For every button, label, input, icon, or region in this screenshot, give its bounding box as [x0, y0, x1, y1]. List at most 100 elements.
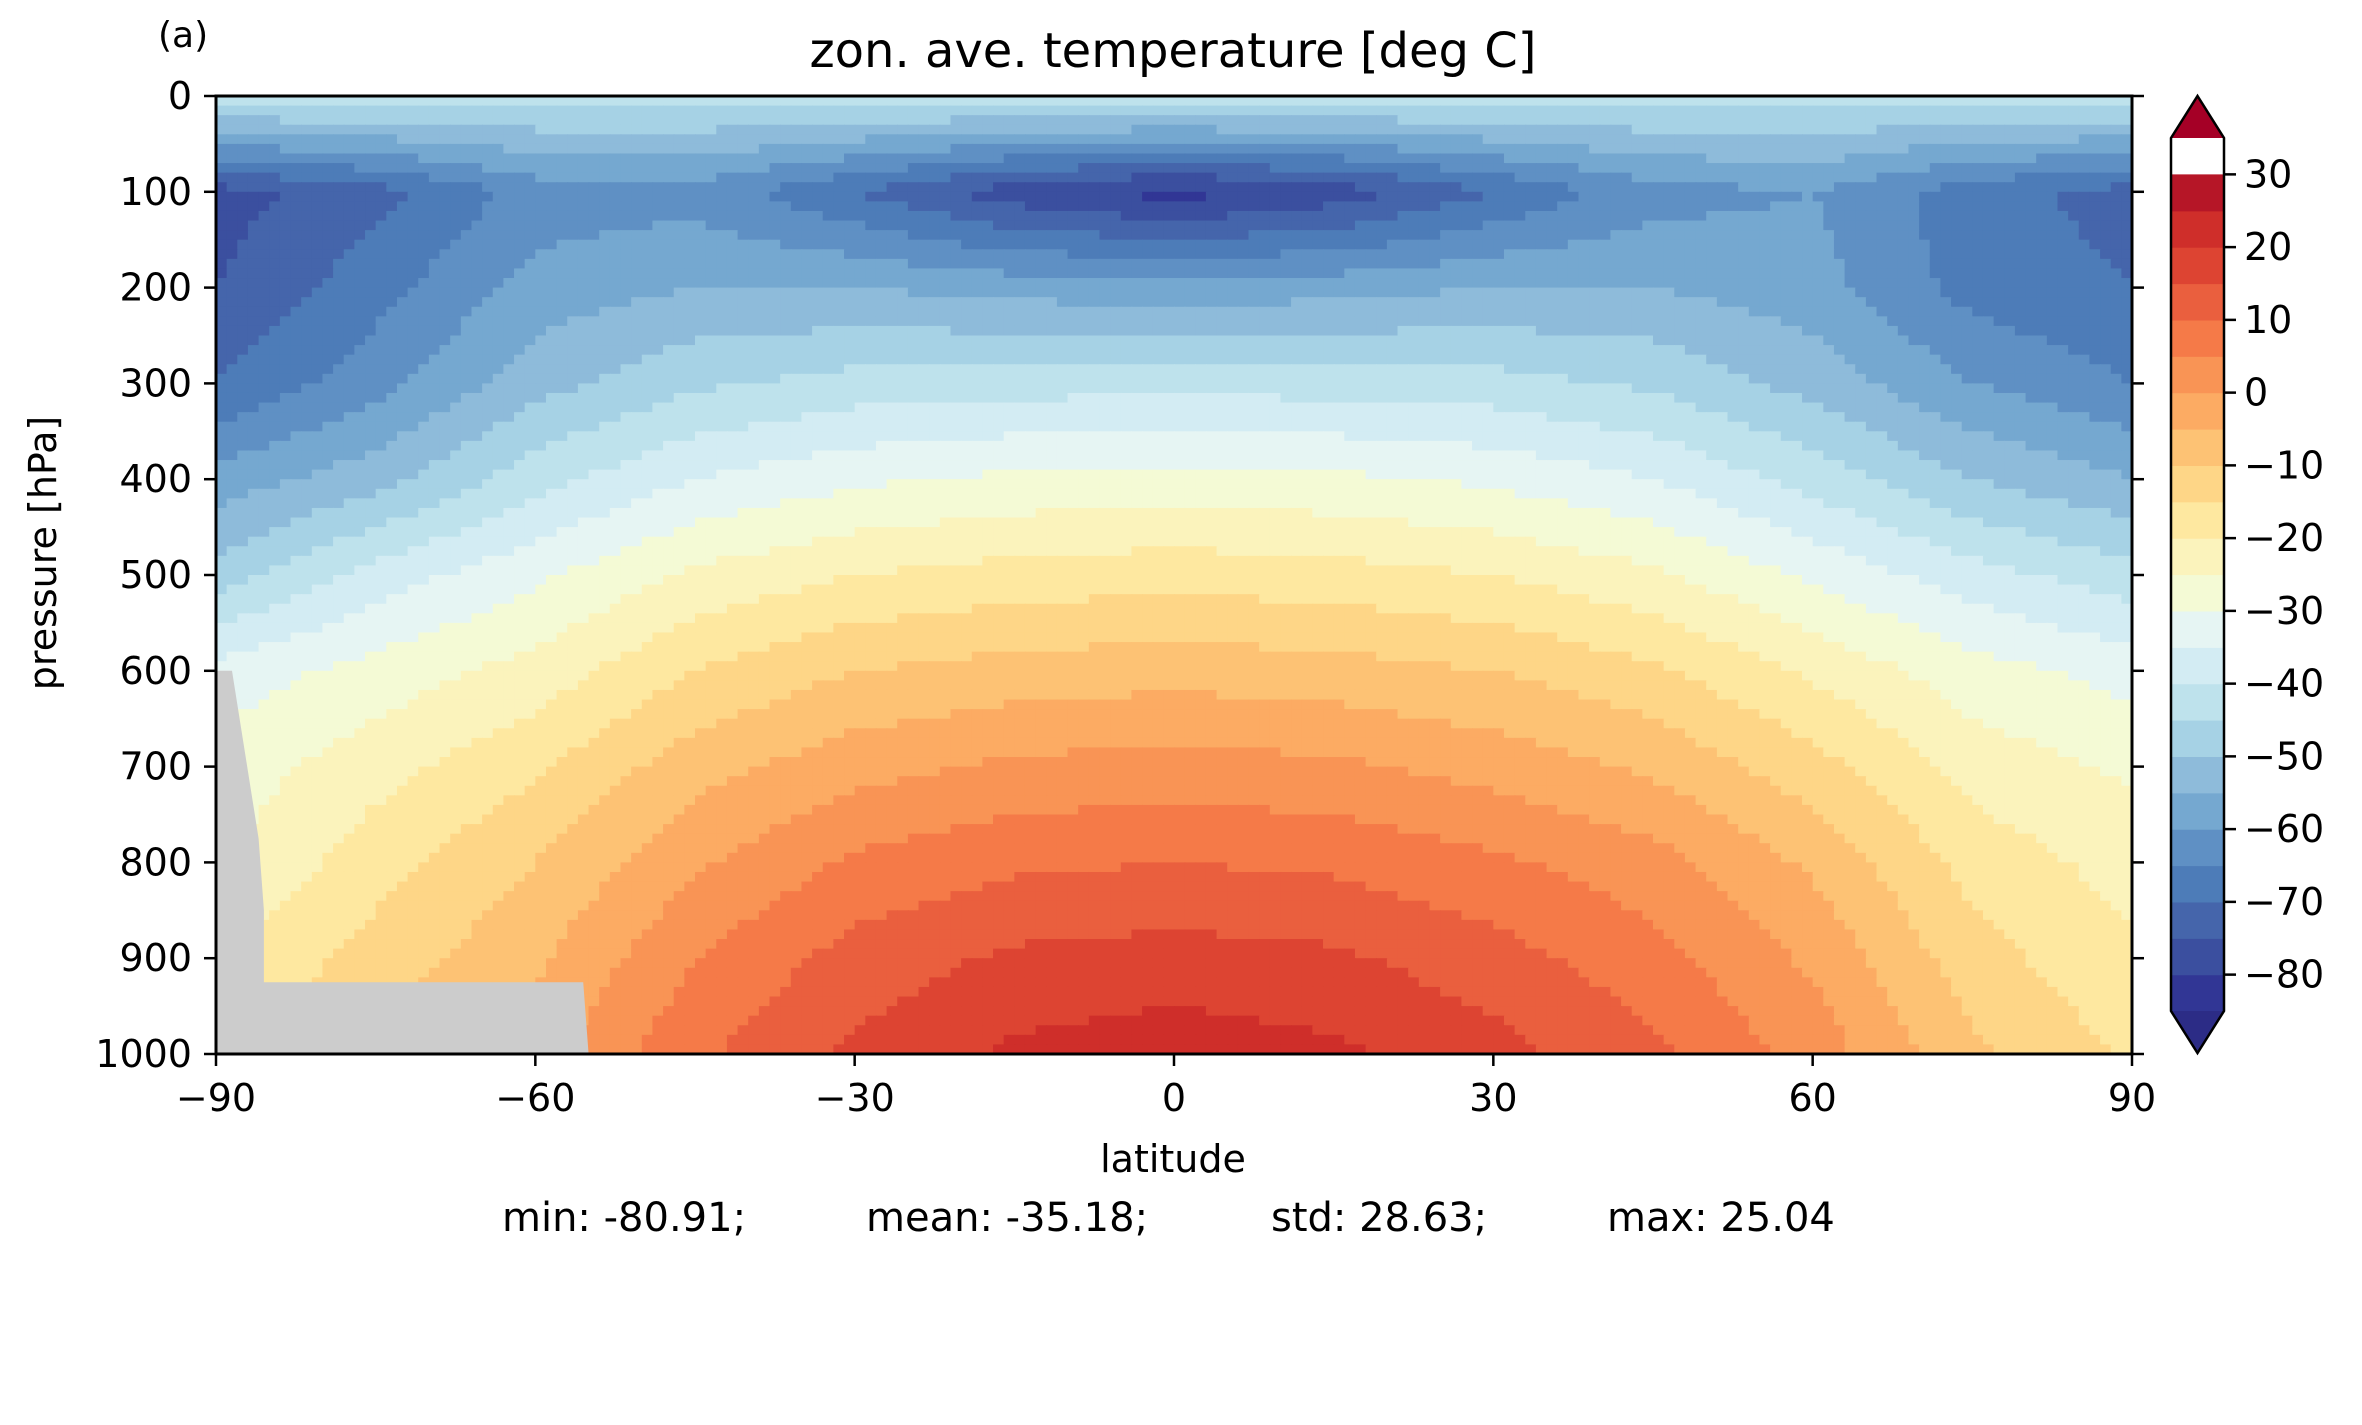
contour-cell [1195, 355, 1206, 365]
contour-cell [2036, 316, 2047, 326]
contour-cell [269, 173, 280, 183]
contour-cell [1685, 211, 1696, 221]
contour-cell [1408, 96, 1419, 106]
contour-cell [503, 106, 514, 116]
contour-cell [535, 297, 546, 307]
contour-cell [365, 201, 376, 211]
contour-cell [1429, 230, 1440, 240]
contour-cell [1908, 211, 1919, 221]
contour-cell [1461, 230, 1472, 240]
contour-cell [1270, 134, 1281, 144]
contour-cell [1068, 221, 1079, 231]
contour-cell [695, 230, 706, 240]
contour-cell [1206, 297, 1217, 307]
contour-cell [1472, 96, 1483, 106]
contour-cell [897, 182, 908, 192]
contour-cell [1068, 307, 1079, 317]
contour-cell [716, 355, 727, 365]
contour-cell [695, 192, 706, 202]
contour-cell [2015, 268, 2026, 278]
contour-cell [1994, 106, 2005, 116]
contour-cell [1781, 307, 1792, 317]
contour-cell [1217, 297, 1228, 307]
contour-cell [1440, 192, 1451, 202]
contour-cell [1185, 125, 1196, 135]
contour-cell [1398, 134, 1409, 144]
contour-cell [333, 182, 344, 192]
contour-cell [865, 336, 876, 346]
contour-cell [908, 221, 919, 231]
contour-cell [1919, 240, 1930, 250]
contour-cell [1685, 249, 1696, 259]
contour-cell [1696, 221, 1707, 231]
contour-cell [1610, 211, 1621, 221]
contour-cell [1781, 316, 1792, 326]
contour-cell [1568, 288, 1579, 298]
contour-cell [482, 326, 493, 336]
contour-cell [1515, 144, 1526, 154]
contour-cell [2111, 336, 2122, 346]
contour-cell [1259, 345, 1270, 355]
contour-cell [791, 201, 802, 211]
contour-cell [1770, 173, 1781, 183]
contour-cell [493, 125, 504, 135]
contour-cell [557, 115, 568, 125]
contour-cell [1536, 259, 1547, 269]
contour-cell [1610, 230, 1621, 240]
contour-cell [1578, 125, 1589, 135]
contour-cell [1249, 249, 1260, 259]
contour-cell [440, 326, 451, 336]
contour-cell [1174, 115, 1185, 125]
contour-cell [1536, 336, 1547, 346]
contour-cell [982, 336, 993, 346]
contour-cell [1440, 288, 1451, 298]
contour-cell [1110, 96, 1121, 106]
contour-cell [770, 201, 781, 211]
contour-cell [525, 326, 536, 336]
contour-cell [919, 221, 930, 231]
contour-cell [1504, 316, 1515, 326]
contour-cell [1685, 96, 1696, 106]
contour-cell [1728, 326, 1739, 336]
contour-cell [1057, 259, 1068, 269]
contour-cell [706, 230, 717, 240]
contour-cell [1642, 115, 1653, 125]
contour-cell [1749, 125, 1760, 135]
contour-cell [1312, 134, 1323, 144]
contour-cell [2079, 326, 2090, 336]
contour-cell [418, 192, 429, 202]
contour-cell [2100, 153, 2111, 163]
contour-cell [269, 316, 280, 326]
contour-cell [280, 163, 291, 173]
contour-cell [599, 230, 610, 240]
contour-cell [1142, 288, 1153, 298]
contour-cell [418, 316, 429, 326]
contour-cell [1089, 173, 1100, 183]
contour-cell [1227, 240, 1238, 250]
contour-cell [1227, 211, 1238, 221]
contour-cell [1483, 221, 1494, 231]
contour-cell [2089, 106, 2100, 116]
contour-cell [269, 134, 280, 144]
contour-cell [1121, 125, 1132, 135]
contour-cell [344, 192, 355, 202]
contour-cell [1674, 221, 1685, 231]
contour-cell [1057, 192, 1068, 202]
contour-cell [780, 326, 791, 336]
contour-cell [940, 249, 951, 259]
contour-cell [514, 96, 525, 106]
contour-cell [1408, 173, 1419, 183]
contour-cell [418, 326, 429, 336]
contour-cell [1238, 211, 1249, 221]
contour-cell [1312, 268, 1323, 278]
contour-cell [1674, 307, 1685, 317]
contour-cell [1866, 163, 1877, 173]
contour-cell [1036, 268, 1047, 278]
contour-cell [386, 259, 397, 269]
contour-cell [1951, 259, 1962, 269]
contour-cell [1610, 268, 1621, 278]
contour-cell [1940, 106, 1951, 116]
contour-cell [1163, 163, 1174, 173]
contour-cell [1940, 345, 1951, 355]
contour-cell [291, 163, 302, 173]
